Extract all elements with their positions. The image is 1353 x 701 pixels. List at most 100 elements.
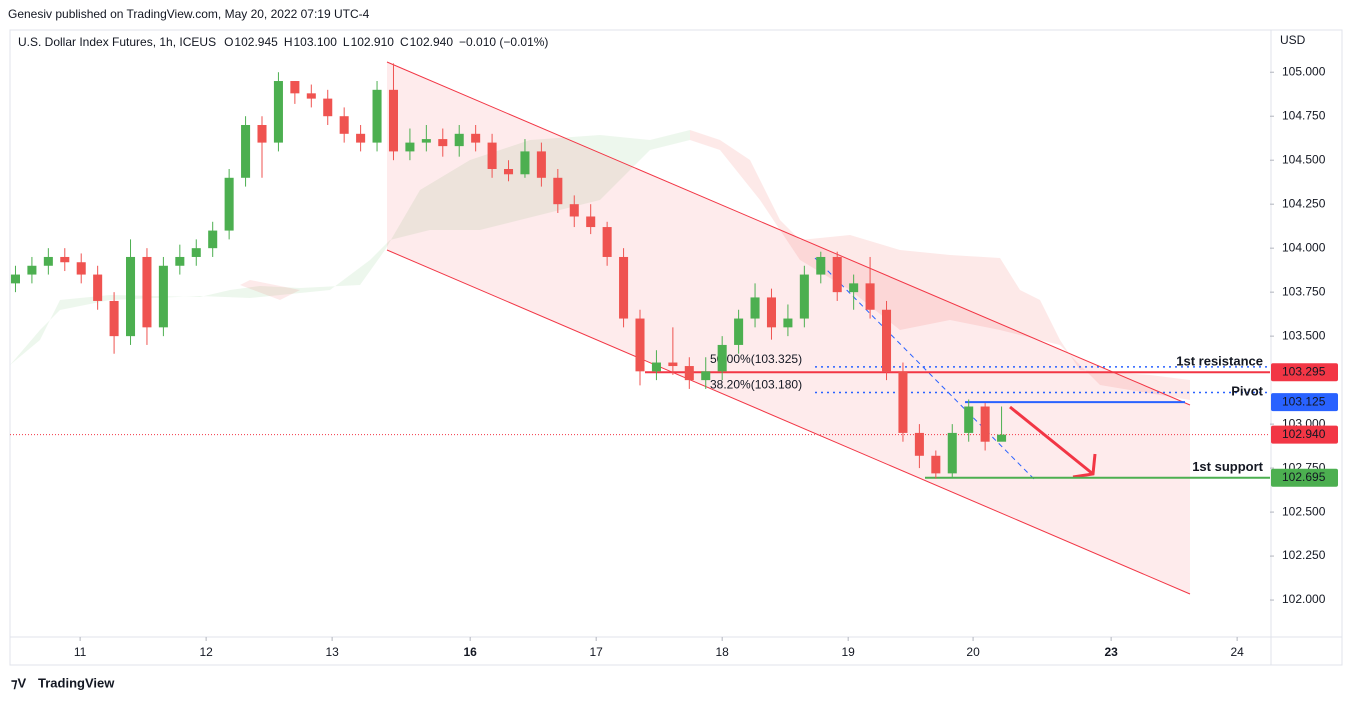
y-tick-label: 104.250: [1282, 196, 1326, 210]
fib-label: 38.20%(103.180): [710, 378, 802, 392]
x-tick-label: 16: [463, 645, 477, 659]
candle-body: [388, 89, 398, 152]
candle-body: [142, 256, 152, 328]
price-tag: [1271, 425, 1338, 444]
candle-body: [964, 406, 974, 433]
arrow: [1009, 405, 1094, 476]
y-tick-label: 102.250: [1282, 548, 1326, 562]
candle-body: [356, 133, 366, 143]
candle-body: [865, 283, 875, 310]
candle-body: [619, 256, 629, 319]
candle-body: [76, 262, 86, 275]
ohlc-key: O: [224, 35, 233, 49]
price-tag: [1271, 468, 1338, 487]
footer-icon: ⁊V: [11, 675, 26, 690]
candle-body: [997, 434, 1007, 442]
candle-body: [224, 177, 234, 231]
fib-label: 50.00%(103.325): [710, 352, 802, 366]
candle-body: [126, 256, 136, 337]
x-tick-label: 13: [325, 645, 339, 659]
candle-body: [947, 432, 957, 474]
x-tick-label: 17: [589, 645, 603, 659]
y-tick-label: 102.500: [1282, 504, 1326, 518]
candle-body: [158, 265, 168, 328]
candle-body: [849, 283, 859, 293]
candle-body: [931, 455, 941, 474]
ohlc-key: C: [400, 35, 409, 49]
candle-body: [60, 256, 70, 263]
candle-body: [27, 265, 37, 275]
y-tick-label: 104.500: [1282, 152, 1326, 166]
x-tick-label: 24: [1230, 645, 1244, 659]
change: −0.010 (−0.01%): [459, 35, 548, 49]
axis-unit: USD: [1280, 33, 1306, 47]
cloud-red: [690, 130, 1190, 400]
ohlc-key: H: [284, 35, 293, 49]
candle-body: [651, 362, 661, 372]
candle-body: [980, 406, 990, 442]
level-name: 1st resistance: [1176, 354, 1263, 369]
channel-upper: [386, 61, 1191, 406]
price-tag-label: 102.940: [1282, 427, 1326, 441]
cloud-green: [10, 130, 690, 365]
candle-body: [668, 362, 678, 367]
candle-body: [241, 125, 251, 178]
candle-body: [750, 297, 760, 319]
trend-dashed: [814, 257, 1036, 481]
candle-body: [586, 216, 596, 228]
candle-body: [405, 142, 415, 152]
candle-body: [799, 274, 809, 319]
ohlc-value: 103.100: [293, 35, 337, 49]
frame: [9, 29, 1343, 666]
candle-body: [717, 344, 727, 372]
level-name: 1st support: [1192, 459, 1263, 474]
x-tick-label: 11: [74, 645, 87, 659]
candle-body: [898, 371, 908, 433]
candle-body: [290, 81, 300, 94]
price-tag-label: 103.125: [1282, 394, 1326, 408]
candle-body: [734, 318, 744, 345]
candle-body: [766, 297, 776, 328]
price-tag-label: 102.695: [1282, 470, 1326, 484]
level-name: Pivot: [1231, 384, 1263, 399]
x-tick-label: 19: [841, 645, 855, 659]
candle-body: [257, 125, 267, 143]
price-tag-label: 103.295: [1282, 364, 1326, 378]
candle-body: [504, 168, 514, 175]
candle-body: [10, 274, 20, 284]
y-tick-label: 103.500: [1282, 328, 1326, 342]
x-tick-label: 18: [715, 645, 729, 659]
channel-lower: [386, 249, 1191, 595]
candle-body: [520, 151, 530, 175]
cloud-red: [240, 280, 300, 300]
candle-body: [438, 139, 448, 147]
y-tick-label: 104.000: [1282, 240, 1326, 254]
candle-body: [882, 309, 892, 372]
x-tick-label: 20: [966, 645, 980, 659]
candle-body: [109, 300, 119, 337]
candle-body: [701, 371, 711, 381]
candle-body: [43, 256, 53, 266]
candle-body: [339, 116, 349, 134]
candle-body: [553, 177, 563, 205]
ohlc-value: 102.945: [234, 35, 278, 49]
candle-body: [421, 139, 431, 143]
candle-body: [306, 93, 316, 99]
y-tick-label: 103.750: [1282, 284, 1326, 298]
candle-body: [208, 230, 218, 249]
candle-body: [832, 256, 842, 293]
arrow-head: [1072, 453, 1097, 479]
candle-body: [536, 151, 546, 178]
publish-note: Genesiv published on TradingView.com, Ma…: [8, 7, 370, 21]
channel-fill: [387, 62, 1190, 594]
candle-body: [323, 98, 333, 117]
candle-body: [635, 318, 645, 372]
candle-body: [684, 366, 694, 381]
ohlc-key: L: [343, 35, 350, 49]
candle-body: [93, 274, 103, 301]
y-tick-label: 105.000: [1282, 64, 1326, 78]
x-tick-label: 12: [199, 645, 213, 659]
candle-body: [816, 256, 826, 275]
candle-body: [175, 256, 185, 266]
candle-body: [454, 133, 464, 147]
